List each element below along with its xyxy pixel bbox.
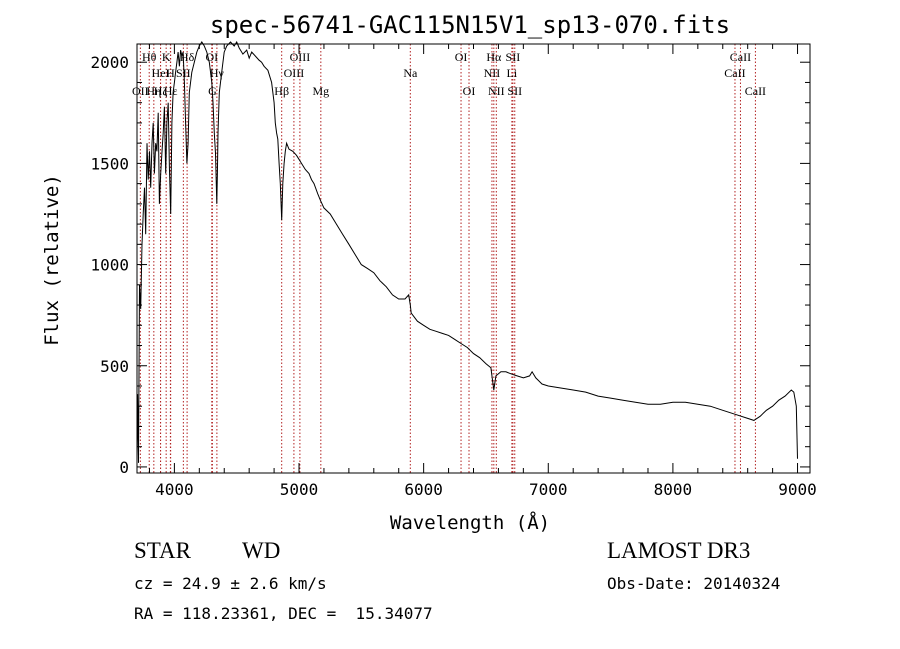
x-axis-label: Wavelength (Å) bbox=[390, 511, 550, 534]
survey-name: LAMOST DR3 bbox=[607, 538, 751, 563]
y-axis-ticks: 0 500 1000 1500 2000 bbox=[90, 53, 810, 477]
marker-label-14: OIII bbox=[284, 66, 305, 80]
emission-line-markers bbox=[139, 44, 756, 473]
marker-label-3: Hε bbox=[164, 84, 178, 98]
marker-label-17: Na bbox=[403, 66, 418, 80]
marker-label-0: OII bbox=[132, 84, 149, 98]
x-tick-label: 4000 bbox=[155, 480, 194, 499]
y-tick-label: 1000 bbox=[90, 256, 129, 275]
x-tick-label: 7000 bbox=[529, 480, 568, 499]
x-tick-label: 6000 bbox=[404, 480, 443, 499]
marker-label-21: Hα bbox=[486, 50, 502, 64]
y-tick-label: 500 bbox=[100, 357, 129, 376]
marker-label-9: Hδ bbox=[180, 50, 195, 64]
marker-label-10: OI bbox=[205, 50, 218, 64]
marker-label-18: OI bbox=[455, 50, 468, 64]
plot-frame bbox=[136, 43, 811, 474]
y-axis-label: Flux (relative) bbox=[41, 174, 63, 346]
flux-series-line bbox=[136, 40, 798, 463]
chart-title: spec-56741-GAC115N15V1_sp13-070.fits bbox=[210, 11, 730, 39]
marker-label-27: CaII bbox=[730, 50, 751, 64]
marker-label-26: CaII bbox=[724, 66, 745, 80]
x-tick-label: 5000 bbox=[280, 480, 319, 499]
marker-label-5: Hθ bbox=[142, 50, 157, 64]
coordinates: RA = 118.23361, DEC = 15.34077 bbox=[134, 604, 433, 623]
marker-label-1: Hη bbox=[146, 84, 161, 98]
y-tick-label: 0 bbox=[119, 458, 129, 477]
x-axis-ticks: 4000 5000 6000 7000 8000 9000 bbox=[148, 44, 817, 499]
marker-label-4: HeI bbox=[152, 66, 170, 80]
marker-label-13: Hβ bbox=[274, 84, 289, 98]
redshift-value: cz = 24.9 ± 2.6 km/s bbox=[134, 574, 327, 593]
marker-label-6: K bbox=[162, 50, 171, 64]
object-subclass: WD bbox=[242, 538, 281, 563]
marker-label-8: SII bbox=[176, 66, 191, 80]
marker-label-22: NII bbox=[488, 84, 505, 98]
object-class: STAR bbox=[134, 538, 191, 563]
marker-label-23: Li bbox=[507, 66, 518, 80]
marker-label-28: CaII bbox=[745, 84, 766, 98]
y-tick-label: 1500 bbox=[90, 154, 129, 173]
marker-label-25: SII bbox=[507, 84, 522, 98]
y-tick-label: 2000 bbox=[90, 53, 129, 72]
x-tick-label: 8000 bbox=[654, 480, 693, 499]
observation-date: Obs-Date: 20140324 bbox=[607, 574, 781, 593]
marker-label-19: OI bbox=[463, 84, 476, 98]
x-tick-label: 9000 bbox=[778, 480, 817, 499]
marker-label-2: Hζ bbox=[154, 84, 168, 98]
marker-label-15: OIII bbox=[290, 50, 311, 64]
marker-label-16: Mg bbox=[312, 84, 329, 98]
marker-label-20: NII bbox=[484, 66, 501, 80]
marker-label-7: H bbox=[166, 66, 175, 80]
marker-label-24: SII bbox=[506, 50, 521, 64]
